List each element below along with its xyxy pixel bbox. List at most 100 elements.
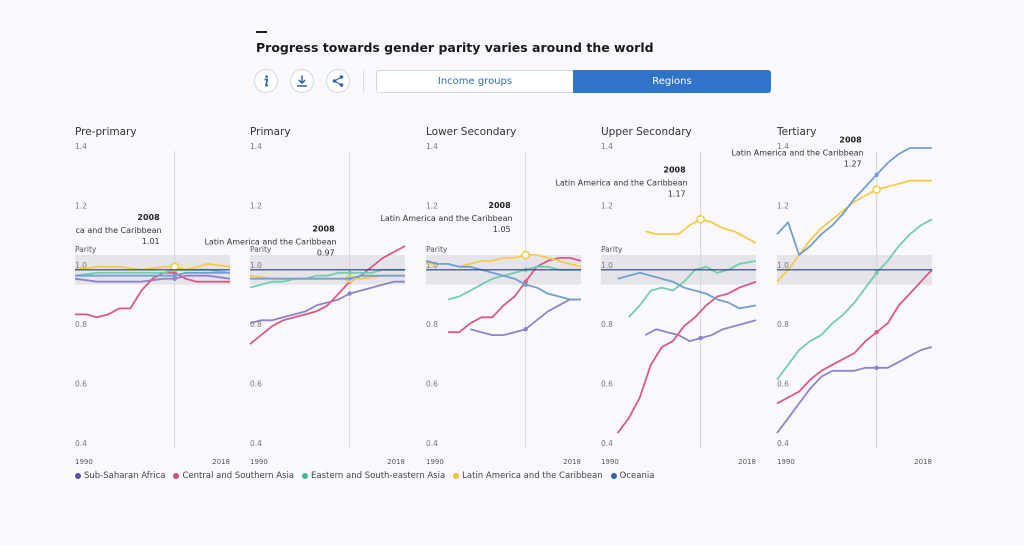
- panel-title: Upper Secondary: [601, 126, 692, 138]
- series-line: [776, 218, 933, 381]
- y-tick-label: 1.0: [601, 261, 613, 270]
- y-axis-label: Parity: [601, 245, 623, 254]
- tooltip-region: Latin America and the Caribbean: [731, 149, 863, 158]
- legend-item[interactable]: Latin America and the Caribbean: [453, 471, 603, 481]
- tooltip-value: 1.05: [493, 225, 511, 234]
- series-line: [776, 346, 933, 434]
- series-line: [617, 271, 757, 310]
- y-tick-label: 1.0: [426, 261, 438, 270]
- info-button[interactable]: [254, 69, 278, 93]
- x-tick-label: 2018: [212, 458, 230, 466]
- series-line: [616, 280, 757, 434]
- legend-label: Sub-Saharan Africa: [84, 471, 166, 481]
- panel-title: Lower Secondary: [426, 126, 516, 138]
- y-tick-label: 0.6: [601, 380, 613, 389]
- x-tick-label: 1990: [426, 458, 444, 466]
- x-tick-label: 2018: [738, 458, 756, 466]
- tooltip-year: 2008: [488, 201, 511, 210]
- regions-tab[interactable]: Regions: [573, 70, 771, 93]
- legend-dot: [75, 473, 81, 479]
- highlight-point: [523, 282, 528, 287]
- y-tick-label: 1.2: [75, 201, 87, 210]
- series-line: [249, 245, 406, 345]
- y-tick-label: 1.4: [601, 142, 613, 151]
- y-tick-label: 0.8: [777, 320, 789, 329]
- y-tick-label: 1.2: [426, 201, 438, 210]
- y-tick-label: 1.4: [777, 142, 789, 151]
- tooltip: 2008 Latin America and the Caribbean 0.97: [204, 225, 336, 258]
- y-axis-label: Parity: [75, 245, 97, 254]
- download-icon: [297, 75, 307, 87]
- y-tick-label: 1.2: [601, 201, 613, 210]
- series-line: [250, 274, 405, 280]
- tooltip-year: 2008: [137, 213, 160, 222]
- tooltip-region: Latin America and the Caribbean: [555, 178, 687, 187]
- series-line: [75, 271, 230, 319]
- page-title: Progress towards gender parity varies ar…: [256, 40, 654, 55]
- highlight-point: [521, 250, 530, 260]
- highlight-point: [696, 215, 705, 224]
- legend-item[interactable]: Central and Southern Asia: [173, 471, 294, 481]
- highlight-point: [874, 172, 879, 177]
- legend-item[interactable]: Eastern and South-eastern Asia: [302, 471, 445, 481]
- tooltip-region: Latin America and the Caribbean: [380, 214, 512, 223]
- tooltip-value: 1.01: [142, 237, 160, 246]
- legend-label: Central and Southern Asia: [182, 471, 295, 481]
- x-tick-label: 1990: [75, 458, 93, 466]
- panel-4: Tertiary 1.4 1.2 1.0 0.8 0.6 0.4 1990 2018: [776, 126, 933, 466]
- y-tick-label: 1.4: [250, 142, 262, 151]
- toolbar-separator: [363, 70, 364, 92]
- x-tick-label: 1990: [601, 458, 619, 466]
- panel-0: Pre-primary 1.4 1.2 1.0 0.8 0.6 0.4 Parity 1990 2…: [74, 126, 231, 466]
- series-line: [249, 268, 405, 289]
- tooltip-region: Latin America and the Caribbean: [29, 226, 161, 235]
- series-line: [776, 269, 933, 405]
- tooltip-value: 1.17: [668, 189, 686, 198]
- x-tick-label: 1990: [250, 458, 268, 466]
- y-tick-label: 0.4: [75, 439, 87, 448]
- tooltip-value: 0.97: [317, 249, 335, 258]
- y-tick-label: 0.4: [426, 439, 438, 448]
- y-tick-label: 1.2: [250, 201, 262, 210]
- legend-dot: [453, 473, 460, 479]
- y-tick-label: 1.2: [777, 201, 789, 210]
- panel-title: Tertiary: [776, 126, 816, 138]
- highlight-point: [874, 270, 879, 275]
- info-icon: [264, 75, 269, 87]
- legend-item[interactable]: Oceania: [610, 471, 654, 481]
- highlight-point: [874, 329, 879, 335]
- series-line: [74, 274, 231, 283]
- tooltip-region: Latin America and the Caribbean: [204, 238, 336, 247]
- legend-item[interactable]: Sub-Saharan Africa: [75, 471, 165, 481]
- y-tick-label: 0.4: [777, 439, 789, 448]
- y-tick-label: 0.6: [426, 380, 438, 389]
- highlight-point: [347, 270, 352, 275]
- highlight-point: [698, 335, 703, 341]
- share-button[interactable]: [326, 69, 350, 93]
- y-tick-label: 0.6: [777, 380, 789, 389]
- series-line: [776, 179, 932, 283]
- share-icon: [332, 75, 344, 87]
- series-line: [776, 147, 932, 256]
- tooltip-year: 2008: [839, 136, 862, 145]
- y-axis-label: Parity: [426, 245, 448, 254]
- series-line: [628, 260, 757, 318]
- panel-title: Primary: [250, 126, 291, 138]
- highlight-point: [523, 327, 528, 332]
- chart-legend: Sub-Saharan Africa Central and Southern A…: [75, 471, 654, 481]
- series-line: [425, 260, 581, 301]
- y-tick-label: 0.6: [250, 380, 262, 389]
- title-dash: [256, 31, 267, 33]
- highlight-point: [872, 185, 881, 194]
- highlight-point: [874, 365, 879, 371]
- legend-label: Latin America and the Caribbean: [462, 471, 603, 481]
- highlight-point: [172, 273, 177, 278]
- y-axis-label: Parity: [250, 245, 272, 254]
- x-tick-label: 2018: [914, 458, 932, 466]
- y-tick-label: 1.0: [250, 261, 262, 270]
- x-tick-label: 2018: [563, 458, 581, 466]
- download-button[interactable]: [290, 69, 314, 93]
- x-tick-label: 1990: [777, 458, 795, 466]
- y-tick-label: 0.8: [75, 320, 87, 329]
- series-line: [74, 263, 231, 271]
